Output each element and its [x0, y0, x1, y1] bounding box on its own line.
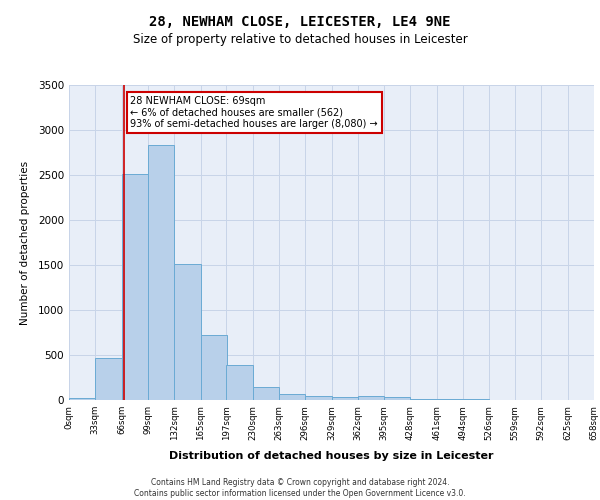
- Bar: [69, 398, 95, 400]
- Bar: [463, 399, 490, 400]
- Bar: [410, 398, 437, 400]
- Bar: [305, 396, 331, 400]
- Text: Size of property relative to detached houses in Leicester: Size of property relative to detached ho…: [133, 32, 467, 46]
- Bar: [200, 335, 227, 400]
- Text: 28 NEWHAM CLOSE: 69sqm
← 6% of detached houses are smaller (562)
93% of semi-det: 28 NEWHAM CLOSE: 69sqm ← 6% of detached …: [130, 96, 378, 129]
- Bar: [122, 174, 148, 400]
- Bar: [331, 397, 358, 400]
- Bar: [175, 264, 200, 400]
- Bar: [437, 398, 463, 400]
- Text: Contains HM Land Registry data © Crown copyright and database right 2024.
Contai: Contains HM Land Registry data © Crown c…: [134, 478, 466, 498]
- Bar: [253, 386, 279, 400]
- Bar: [226, 365, 253, 400]
- Text: 28, NEWHAM CLOSE, LEICESTER, LE4 9NE: 28, NEWHAM CLOSE, LEICESTER, LE4 9NE: [149, 15, 451, 29]
- Bar: [148, 146, 175, 400]
- Y-axis label: Number of detached properties: Number of detached properties: [20, 160, 29, 324]
- X-axis label: Distribution of detached houses by size in Leicester: Distribution of detached houses by size …: [169, 451, 494, 461]
- Bar: [279, 394, 305, 400]
- Bar: [384, 397, 410, 400]
- Bar: [95, 358, 122, 400]
- Bar: [358, 396, 384, 400]
